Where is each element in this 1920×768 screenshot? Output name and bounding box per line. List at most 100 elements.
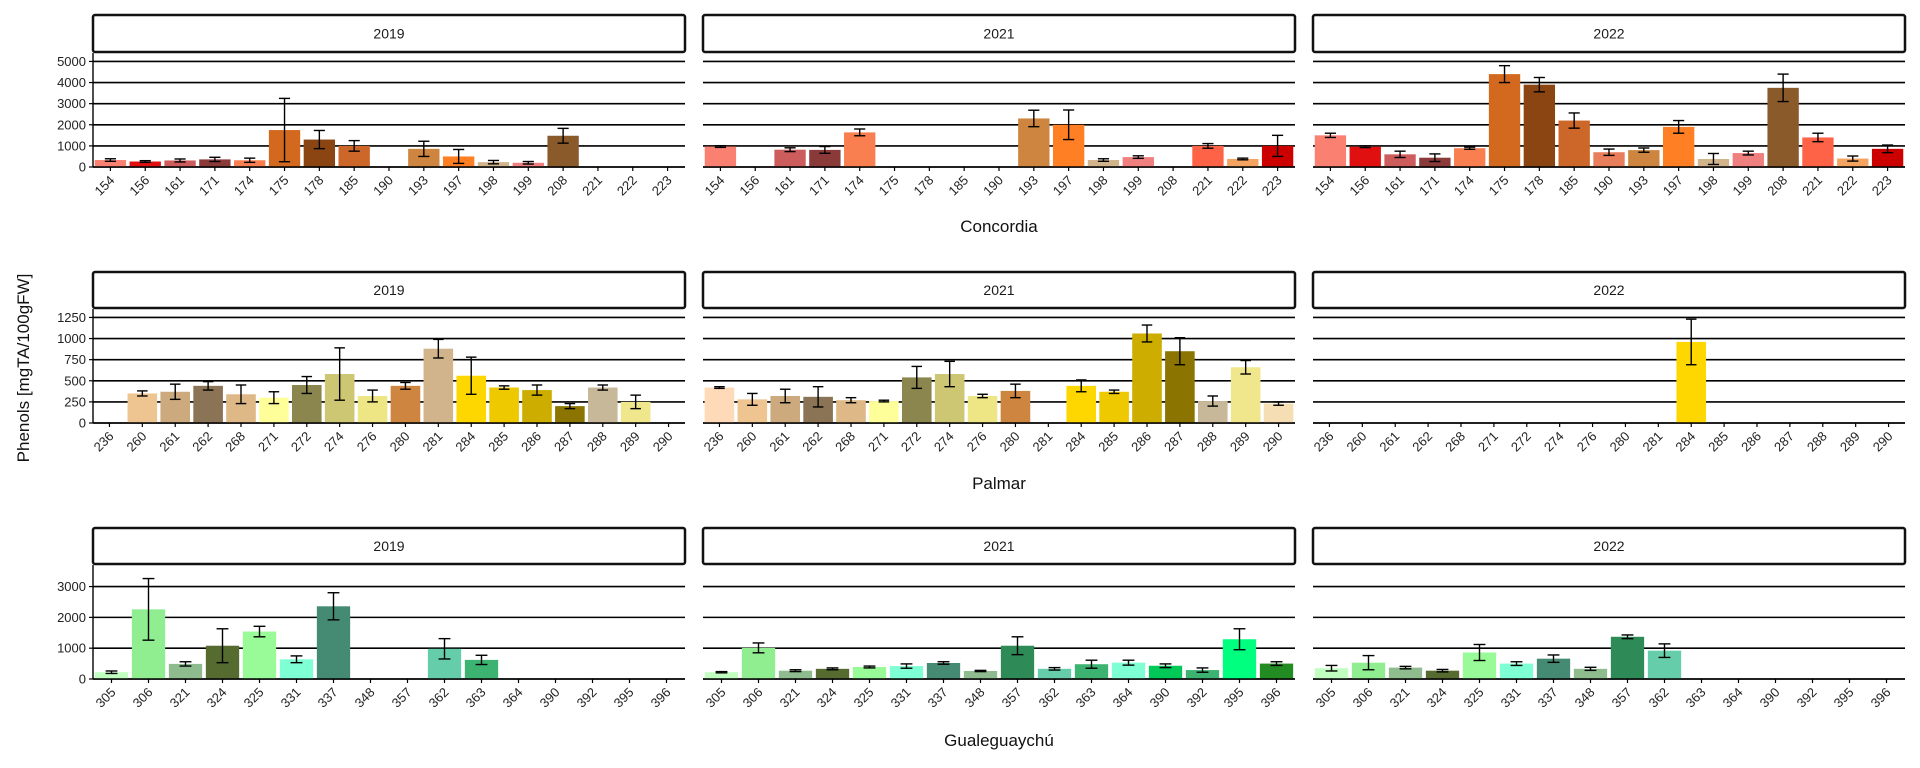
y-tick-label: 0 [79,160,86,175]
bar [477,162,510,167]
x-tick-label: 357 [389,685,415,711]
bar [1499,663,1534,679]
bar [168,663,203,679]
facet-strip-label: 2022 [1593,282,1624,298]
bar [1111,662,1146,679]
x-tick-label: 276 [354,429,380,455]
bar [234,160,266,167]
bar [1087,160,1120,167]
bar [127,393,158,423]
x-tick-label: 289 [617,429,643,455]
x-tick-label: 199 [1119,173,1145,199]
x-tick-label: 174 [841,173,867,199]
x-tick-label: 362 [426,685,452,711]
facet-strip [701,13,1297,54]
bar [1351,662,1386,679]
x-tick-label: 390 [537,685,563,711]
x-tick-label: 395 [1831,685,1857,711]
y-tick-label: 5000 [57,54,86,69]
x-tick-label: 324 [1424,685,1450,711]
y-tick-label: 2000 [57,610,86,625]
x-tick-label: 348 [962,685,988,711]
x-tick-label: 392 [574,685,600,711]
bar [704,146,737,167]
x-axis-title-gualeguaychu: Gualeguaychú [944,731,1054,750]
bar [844,132,876,167]
x-tick-label: 208 [544,173,570,199]
bar [1593,152,1625,167]
x-tick-label: 305 [1313,685,1339,711]
bar [555,406,585,423]
x-tick-label: 175 [876,173,902,199]
bar [1871,148,1904,167]
x-tick-label: 178 [911,173,937,199]
bar [967,395,998,423]
bar [1132,333,1162,423]
x-tick-label: 364 [500,685,526,711]
x-tick-label: 268 [832,429,858,455]
y-tick-label: 2000 [57,117,86,132]
x-tick-label: 337 [315,685,341,711]
x-axis-title-concordia: Concordia [960,217,1038,236]
x-tick-label: 262 [1409,429,1435,455]
facet-strip-label: 2021 [983,26,1014,42]
x-axis-title-palmar: Palmar [972,474,1026,493]
bar [464,659,499,679]
x-tick-label: 190 [1590,173,1616,199]
bar [1314,135,1347,167]
bar [620,401,651,423]
bar [1230,367,1261,423]
bar [1314,668,1349,679]
bar [963,670,998,679]
x-tick-label: 362 [1646,685,1672,711]
x-tick-label: 348 [1572,685,1598,711]
x-tick-label: 222 [1834,173,1860,199]
x-tick-label: 272 [1508,429,1534,455]
x-tick-label: 260 [734,429,760,455]
x-tick-label: 285 [485,429,511,455]
x-tick-label: 331 [278,685,304,711]
x-tick-label: 222 [614,173,640,199]
x-tick-label: 171 [806,173,832,199]
x-tick-label: 280 [997,429,1023,455]
x-tick-label: 284 [452,429,478,455]
bar [1536,658,1571,679]
x-tick-label: 337 [1535,685,1561,711]
x-tick-label: 305 [703,685,729,711]
x-tick-label: 321 [167,685,193,711]
y-tick-label: 1000 [57,641,86,656]
x-tick-label: 390 [1757,685,1783,711]
x-tick-label: 362 [1036,685,1062,711]
facet-strip [91,13,687,54]
bar [408,148,440,167]
y-tick-label: 4000 [57,75,86,90]
x-tick-label: 395 [611,685,637,711]
bar [1488,74,1521,167]
x-tick-label: 281 [420,429,446,455]
x-tick-label: 154 [1312,173,1338,199]
x-tick-label: 280 [387,429,413,455]
bar [279,659,314,679]
bar [926,662,961,679]
panel-row-concordia: 2019 0 1000 2000 3000 4000 5000 154 156 161 171 174… [57,13,1907,236]
bar [338,145,370,167]
x-tick-label: 288 [584,429,610,455]
bar [423,348,454,423]
x-tick-label: 395 [1221,685,1247,711]
bar [815,668,850,679]
facet-palmar-2021: 2021 236 260 261 262 268 271 272 274 276 280 281 284… [701,270,1297,455]
bar [1074,664,1109,679]
x-tick-label: 390 [1147,685,1173,711]
x-tick-label: 221 [1189,173,1215,199]
x-tick-label: 178 [301,173,327,199]
facet-strip-label: 2021 [983,282,1014,298]
x-tick-label: 363 [1073,685,1099,711]
x-tick-label: 286 [1128,429,1154,455]
x-tick-label: 260 [124,429,150,455]
x-tick-label: 325 [1461,685,1487,711]
bar [704,672,739,679]
x-tick-label: 290 [650,429,676,455]
x-tick-label: 198 [1695,173,1721,199]
facet-concordia-2021: 2021 154 156 161 171 174 175 178 185 190 193 197 198… [701,13,1297,199]
x-tick-label: 193 [1015,173,1041,199]
